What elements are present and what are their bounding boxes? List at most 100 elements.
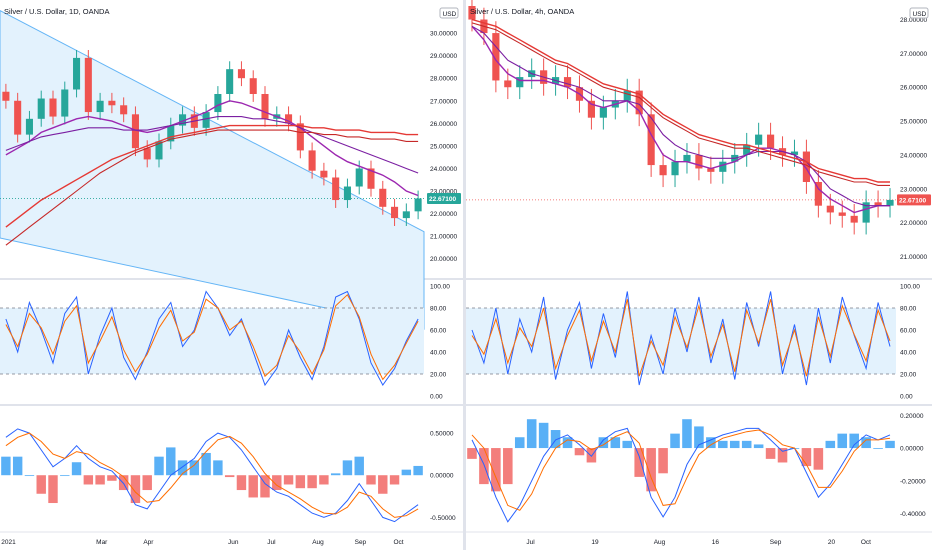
candle-body (237, 69, 245, 79)
candle-body (563, 77, 572, 88)
macd-histogram-bar (586, 448, 597, 463)
macd-tick-label: -0.50000 (430, 515, 456, 522)
macd-histogram-bar (741, 440, 752, 449)
moving-average-4 (5, 129, 419, 246)
macd-signal-line (471, 429, 891, 511)
macd-histogram-bar (598, 437, 609, 449)
macd-tick-label: -0.40000 (900, 511, 926, 518)
macd-histogram-bar (682, 419, 692, 449)
last-price-badge (427, 192, 461, 204)
macd-histogram-bar (12, 456, 23, 476)
currency-label: USD (913, 11, 927, 18)
price-tick-label: 30.00000 (430, 31, 457, 38)
macd-histogram-bar (646, 448, 656, 492)
candle-body (587, 100, 595, 118)
candle-body (143, 148, 151, 160)
stoch-tick-label: 0.00 (430, 394, 443, 401)
macd-histogram-bar (248, 475, 258, 498)
macd-tick-label: 0.50000 (430, 431, 454, 438)
macd-tick-label: -0.20000 (900, 478, 926, 485)
macd-histogram-bar (107, 475, 117, 481)
macd-signal-line (5, 432, 419, 518)
macd-histogram-bar (413, 465, 423, 476)
price-tick-label: 23.00000 (430, 189, 457, 196)
price-tick-label: 24.00000 (900, 152, 927, 159)
macd-histogram-bar (83, 475, 94, 485)
candle-body (202, 112, 210, 128)
macd-histogram-bar (389, 475, 400, 485)
candle-body (49, 98, 57, 117)
macd-histogram-bar (514, 437, 525, 449)
candle-body (179, 114, 187, 126)
macd-histogram-bar (658, 448, 668, 474)
candle-body (504, 80, 512, 88)
macd-histogram-bar (236, 475, 247, 491)
stoch-tick-label: 60.00 (430, 328, 447, 335)
macd-histogram-bar (562, 437, 573, 449)
candle-body (84, 57, 92, 113)
currency-box (439, 7, 459, 19)
price-tick-label: 29.00000 (430, 53, 457, 60)
price-tick-label: 20.00000 (430, 256, 457, 263)
time-tick-label: Sep (355, 539, 367, 546)
stoch-tick-label: 80.00 (900, 306, 917, 313)
stoch-d-line (471, 299, 891, 377)
macd-histogram-bar (837, 433, 848, 449)
macd-histogram-bar (706, 437, 716, 449)
macd-histogram-bar (272, 475, 282, 491)
candle-body (108, 100, 116, 106)
macd-histogram-bar (213, 460, 223, 476)
candle-body (767, 134, 775, 149)
stoch-tick-label: 0.00 (900, 394, 913, 401)
candle-body (355, 168, 363, 187)
macd-histogram-bar (189, 460, 200, 476)
macd-histogram-bar (729, 440, 740, 449)
panel-divider (463, 0, 466, 550)
price-tick-label: 26.00000 (900, 85, 927, 92)
candle-body (802, 151, 810, 182)
macd-histogram-bar (550, 430, 561, 449)
candle-body (826, 205, 834, 213)
stoch-d-line (5, 293, 419, 381)
macd-histogram-bar (765, 448, 776, 459)
price-tick-label: 21.00000 (430, 234, 457, 241)
time-tick-label: Oct (861, 539, 871, 546)
candle-body (814, 182, 822, 206)
candle-body (37, 98, 45, 119)
stoch-tick-label: 40.00 (430, 350, 447, 357)
macd-tick-label: 0.00000 (900, 446, 924, 453)
price-tick-label: 25.00000 (430, 143, 457, 150)
macd-histogram-bar (467, 448, 477, 459)
macd-histogram-bar (622, 440, 633, 449)
candle-body (719, 161, 727, 172)
stoch-tick-label: 100.00 (900, 284, 920, 291)
macd-histogram-bar (366, 475, 376, 485)
candle-body (659, 165, 667, 176)
macd-histogram-bar (307, 475, 317, 489)
macd-histogram-bar (574, 448, 585, 456)
macd-line (5, 428, 419, 523)
macd-histogram-bar (330, 473, 341, 476)
macd-histogram-bar (24, 475, 35, 477)
candle-body (261, 94, 269, 119)
candle-body (120, 105, 128, 115)
time-tick-label: Jul (267, 539, 276, 546)
macd-histogram-bar (526, 419, 537, 449)
stoch-band (466, 308, 896, 374)
candle-body (320, 170, 328, 178)
macd-histogram-bar (224, 475, 235, 478)
candle-body (332, 177, 340, 201)
price-tick-label: 28.00000 (430, 76, 457, 83)
candle-body (707, 168, 715, 172)
moving-average-2 (471, 25, 890, 207)
macd-histogram-bar (825, 440, 836, 449)
macd-histogram-bar (801, 448, 812, 467)
macd-histogram-bar (142, 475, 152, 491)
macd-line (471, 427, 891, 523)
candle-body (492, 33, 500, 81)
macd-histogram-bar (71, 462, 82, 476)
time-tick-label: Oct (393, 539, 403, 546)
macd-histogram-bar (48, 475, 58, 504)
macd-histogram-bar (670, 433, 680, 449)
